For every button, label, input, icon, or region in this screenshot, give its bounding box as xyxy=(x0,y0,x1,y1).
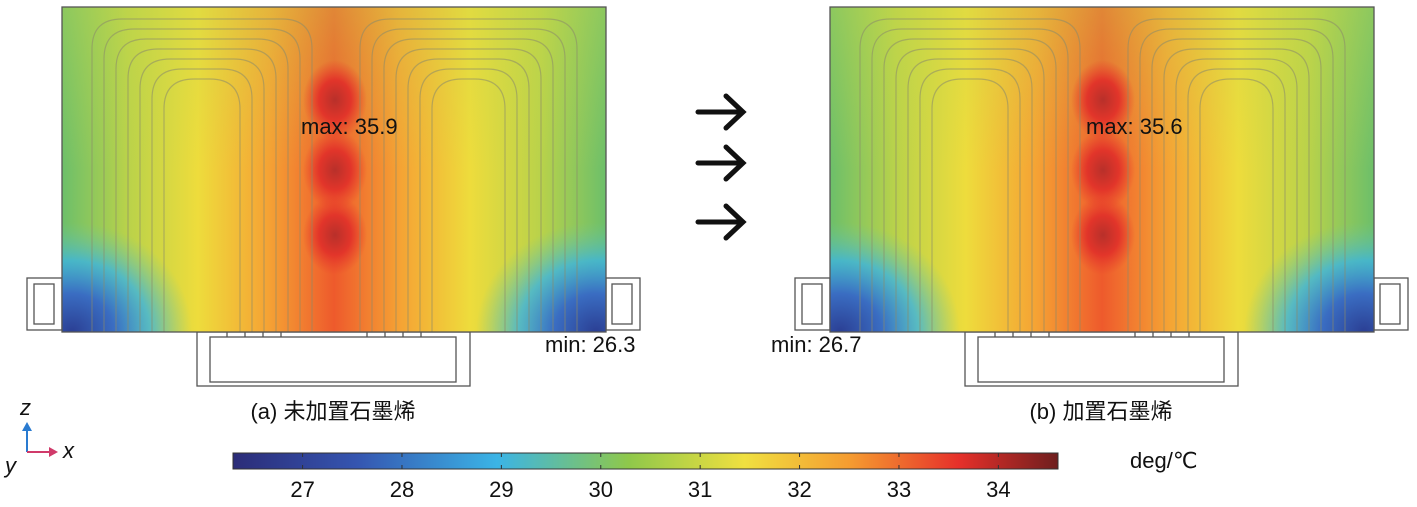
colorbar-tick-label: 29 xyxy=(489,477,513,502)
pipe xyxy=(419,68,518,332)
panel-border xyxy=(61,6,607,333)
min-label: min: 26.3 xyxy=(545,332,636,357)
pipe xyxy=(359,18,578,332)
pipe xyxy=(895,48,1045,332)
pipe xyxy=(1139,28,1334,332)
colorbar-tick-label: 34 xyxy=(986,477,1010,502)
connector xyxy=(33,283,55,325)
hot-spot xyxy=(303,130,367,210)
colorbar-tick-label: 27 xyxy=(290,477,314,502)
heat-spots xyxy=(62,18,606,332)
pipe xyxy=(383,38,554,332)
connector xyxy=(605,277,641,331)
axis-x-label: x xyxy=(62,438,75,463)
manifold xyxy=(964,331,1239,387)
cold-zone xyxy=(62,222,192,332)
pipe xyxy=(371,28,566,332)
max-label: max: 35.9 xyxy=(301,114,398,139)
pipe xyxy=(1199,78,1274,332)
colorbar-tick-label: 32 xyxy=(787,477,811,502)
pipe xyxy=(91,18,313,332)
manifold xyxy=(209,336,457,383)
axis-y-label: y xyxy=(3,453,18,478)
pipe xyxy=(127,48,277,332)
connector xyxy=(794,277,831,331)
connector xyxy=(611,283,633,325)
manifold xyxy=(977,336,1225,383)
caption: (a) 未加置石墨烯 xyxy=(250,399,415,424)
pipe xyxy=(407,58,530,332)
pipe xyxy=(871,28,1069,332)
cold-zone xyxy=(830,222,960,332)
pipe xyxy=(883,38,1057,332)
hot-spot xyxy=(303,195,367,275)
hot-spot xyxy=(1071,60,1135,140)
colorbar-unit: deg/℃ xyxy=(1130,448,1198,473)
connector xyxy=(801,283,823,325)
colorbar-tick-label: 33 xyxy=(887,477,911,502)
heat-panel: max: 35.6 min: 26.7 (b) 加置石墨烯 xyxy=(771,6,1409,424)
arrows xyxy=(695,93,747,241)
connector xyxy=(1373,277,1409,331)
connector xyxy=(26,277,63,331)
axis-triad: z x y xyxy=(3,395,75,478)
pipe xyxy=(151,68,253,332)
colorbar-tick-label: 30 xyxy=(589,477,613,502)
pipe xyxy=(139,58,265,332)
heat-spots xyxy=(830,18,1374,332)
pipe xyxy=(1175,58,1298,332)
pipe xyxy=(1163,48,1310,332)
panel-border xyxy=(829,6,1375,333)
manifold xyxy=(196,331,471,387)
colorbar-tick-label: 31 xyxy=(688,477,712,502)
hot-spot xyxy=(1071,195,1135,275)
pipe xyxy=(395,48,542,332)
pipe xyxy=(1127,18,1346,332)
pipe xyxy=(859,18,1081,332)
pipe xyxy=(907,58,1033,332)
pipe xyxy=(931,78,1009,332)
pipe xyxy=(163,78,241,332)
caption: (b) 加置石墨烯 xyxy=(1029,399,1172,424)
hot-spot xyxy=(1071,130,1135,210)
colorbar-tick-label: 28 xyxy=(390,477,414,502)
pipe xyxy=(1151,38,1322,332)
pipe xyxy=(1187,68,1286,332)
hot-spot xyxy=(303,60,367,140)
connector xyxy=(1379,283,1401,325)
heat-panel: max: 35.9 min: 26.3 (a) 未加置石墨烯 xyxy=(26,6,641,424)
pipe xyxy=(431,78,506,332)
pipe xyxy=(103,28,301,332)
pipe xyxy=(115,38,289,332)
axis-z-label: z xyxy=(19,395,31,420)
min-label: min: 26.7 xyxy=(771,332,862,357)
colorbar xyxy=(232,452,1059,470)
max-label: max: 35.6 xyxy=(1086,114,1183,139)
pipe xyxy=(919,68,1021,332)
